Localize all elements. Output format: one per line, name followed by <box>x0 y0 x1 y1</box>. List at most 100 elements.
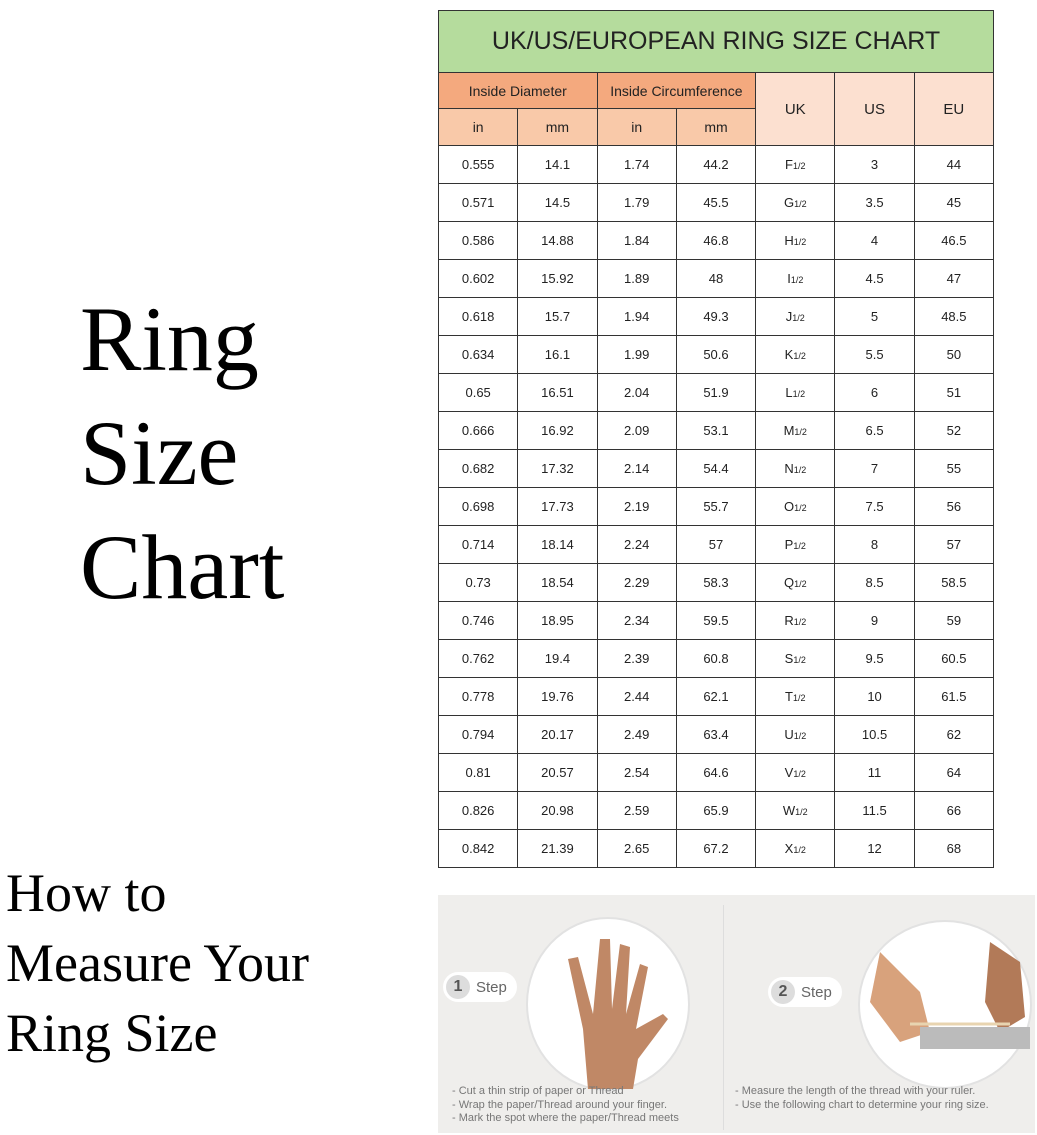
cell-in-diameter-mm: 16.1 <box>517 335 598 374</box>
cell-value: 0.762 <box>461 651 495 666</box>
cell-value: Q <box>783 575 795 590</box>
cell-value: J <box>785 309 793 324</box>
cell-value: R <box>784 613 794 628</box>
note: - Measure the length of the thread with … <box>735 1085 976 1097</box>
cell-circumference-mm: 48 <box>675 259 757 298</box>
table-row: 0.571 14.5 1.79 45.5 G1/2 3.5 45 <box>437 183 995 222</box>
cell-value: F <box>785 157 793 172</box>
cell-value: 2.04 <box>624 385 650 400</box>
cell-circumference-in: 2.44 <box>596 677 677 716</box>
cell-circumference-mm: 50.6 <box>675 335 757 374</box>
cell-uk-size: V1/2 <box>755 753 836 792</box>
header-uk: UK <box>755 72 836 146</box>
cell-value: 0.746 <box>461 613 495 628</box>
cell-value: 14.88 <box>541 233 574 248</box>
cell-circumference-mm: 53.1 <box>675 411 757 450</box>
cell-value: 56 <box>946 499 962 514</box>
cell-value: 67.2 <box>703 841 729 856</box>
cell-value: 0.571 <box>461 195 495 210</box>
cell-value: 20.57 <box>541 765 574 780</box>
cell-us-size: 6.5 <box>834 411 915 450</box>
cell-uk-size: F1/2 <box>755 145 836 184</box>
half-size-suffix: 1/2 <box>793 351 806 361</box>
cell-value: 16.92 <box>541 423 574 438</box>
cell-value: I <box>787 271 791 286</box>
cell-eu-size: 48.5 <box>913 297 995 336</box>
cell-circumference-in: 1.79 <box>596 183 677 222</box>
cell-in-diameter-mm: 19.76 <box>517 677 598 716</box>
cell-value: 0.81 <box>465 765 491 780</box>
cell-value: 0.698 <box>461 499 495 514</box>
cell-in-diameter-mm: 14.5 <box>517 183 598 222</box>
cell-value: P <box>784 537 794 552</box>
cell-eu-size: 45 <box>913 183 995 222</box>
cell-in-diameter-mm: 16.92 <box>517 411 598 450</box>
cell-us-size: 12 <box>834 829 915 868</box>
cell-circumference-mm: 63.4 <box>675 715 757 754</box>
cell-circumference-mm: 51.9 <box>675 373 757 412</box>
cell-circumference-mm: 67.2 <box>675 829 757 868</box>
cell-value: 5 <box>870 309 879 324</box>
header-in: in <box>596 108 677 146</box>
cell-us-size: 7 <box>834 449 915 488</box>
cell-value: 50.6 <box>703 347 729 362</box>
cell-value: 48 <box>708 271 724 286</box>
cell-value: 47 <box>946 271 962 286</box>
cell-eu-size: 47 <box>913 259 995 298</box>
half-size-suffix: 1/2 <box>793 617 807 627</box>
cell-value: X <box>784 841 794 856</box>
cell-uk-size: U1/2 <box>755 715 836 754</box>
cell-value: 0.618 <box>461 309 495 324</box>
cell-in-diameter-in: 0.778 <box>437 677 519 716</box>
cell-us-size: 9 <box>834 601 915 640</box>
table-row: 0.794 20.17 2.49 63.4 U1/2 10.5 62 <box>437 715 995 754</box>
header-us: US <box>834 72 915 146</box>
note: - Wrap the paper/Thread around your fing… <box>452 1098 668 1111</box>
cell-value: 18.95 <box>541 613 574 628</box>
cell-value: 50 <box>946 347 962 362</box>
cell-uk-size: I1/2 <box>755 259 836 298</box>
cell-value: 60.5 <box>941 651 967 666</box>
cell-value: 60.8 <box>703 651 729 666</box>
cell-value: 2.09 <box>624 423 650 438</box>
cell-in-diameter-in: 0.762 <box>437 639 519 678</box>
cell-value: 2.19 <box>624 499 650 514</box>
cell-value: 16.51 <box>541 385 574 400</box>
cell-us-size: 9.5 <box>834 639 915 678</box>
cell-in-diameter-mm: 14.1 <box>517 145 598 184</box>
cell-value: 7 <box>870 461 879 476</box>
cell-eu-size: 51 <box>913 373 995 412</box>
cell-uk-size: H1/2 <box>755 221 836 260</box>
cell-value: 18.54 <box>541 575 574 590</box>
step-2-badge: 2 Step <box>768 977 842 1007</box>
table-row: 0.714 18.14 2.24 57 P1/2 8 57 <box>437 525 995 564</box>
cell-value: 15.7 <box>544 309 571 324</box>
cell-value: 0.634 <box>461 347 495 362</box>
cell-in-diameter-mm: 20.17 <box>517 715 598 754</box>
cell-in-diameter-in: 0.618 <box>437 297 519 336</box>
cell-value: U <box>784 727 794 742</box>
heading-line: Measure Your <box>6 933 309 993</box>
step-1-badge: 1 Step <box>443 972 517 1002</box>
table-row: 0.602 15.92 1.89 48 I1/2 4.5 47 <box>437 259 995 298</box>
cell-uk-size: M1/2 <box>755 411 836 450</box>
table-row: 0.81 20.57 2.54 64.6 V1/2 11 64 <box>437 753 995 792</box>
ruler-icon <box>870 942 1030 1049</box>
cell-eu-size: 61.5 <box>913 677 995 716</box>
cell-value: 2.39 <box>624 651 650 666</box>
cell-value: 64 <box>946 765 962 780</box>
cell-value: 44 <box>946 157 962 172</box>
half-size-suffix: 1/2 <box>792 161 806 171</box>
cell-uk-size: J1/2 <box>755 297 836 336</box>
cell-circumference-in: 2.29 <box>596 563 677 602</box>
cell-value: 0.602 <box>461 271 495 286</box>
cell-value: 3 <box>870 157 879 172</box>
cell-value: 68 <box>946 841 962 856</box>
cell-in-diameter-mm: 15.92 <box>517 259 598 298</box>
step-number: 2 <box>771 980 795 1004</box>
cell-value: G <box>783 195 795 210</box>
cell-in-diameter-mm: 18.95 <box>517 601 598 640</box>
cell-in-diameter-in: 0.794 <box>437 715 519 754</box>
note: - Use the following chart to determine y… <box>735 1098 989 1111</box>
cell-us-size: 7.5 <box>834 487 915 526</box>
